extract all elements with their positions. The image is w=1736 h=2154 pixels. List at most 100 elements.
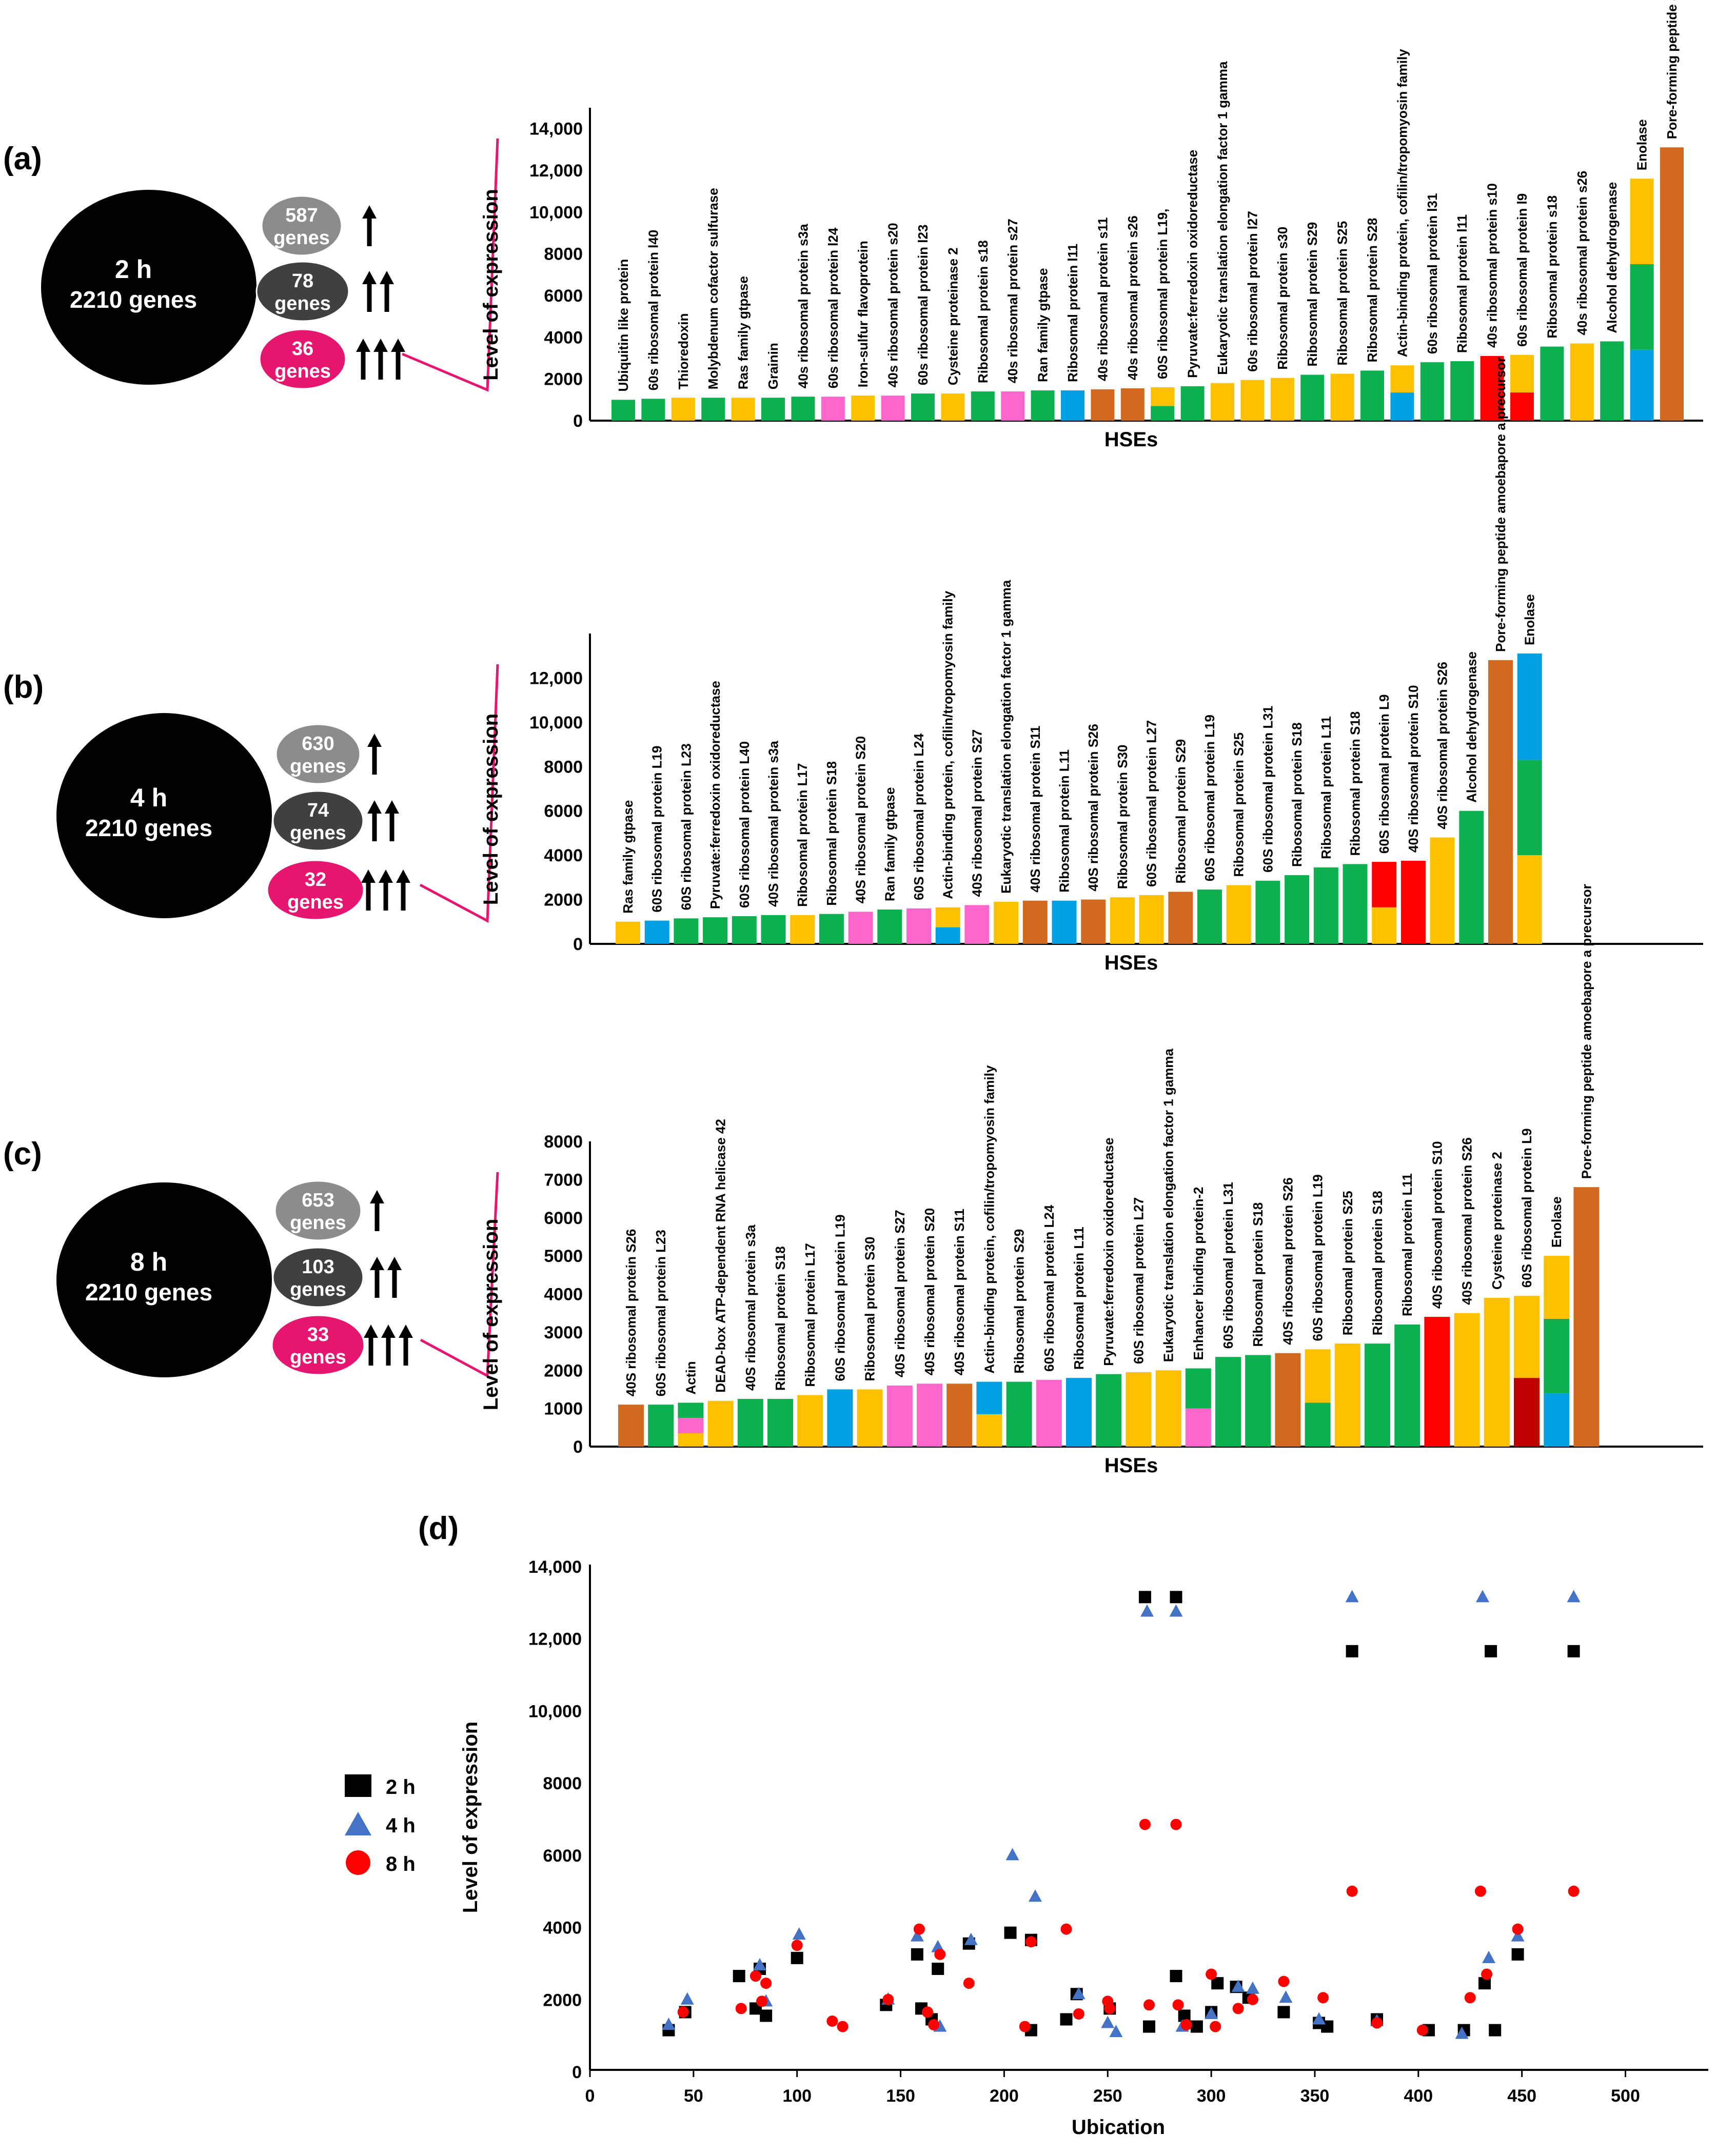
bar: Ribosomal protein s30	[1270, 227, 1294, 421]
bar-segment	[703, 917, 728, 944]
data-point	[1143, 2020, 1155, 2033]
y-tick-label: 2000	[544, 891, 583, 910]
data-point	[1104, 2003, 1116, 2014]
bar-label: 60S ribosomal protein L9	[1376, 694, 1392, 854]
bar-segment	[618, 1405, 644, 1447]
bar-segment	[1211, 383, 1234, 421]
bar-segment	[1285, 875, 1310, 944]
data-point	[1489, 2024, 1502, 2037]
x-tick-label: 500	[1611, 2086, 1640, 2106]
bar-segment	[1168, 892, 1193, 944]
bar-segment	[611, 400, 635, 421]
bar-label: 40S ribosomal protein S26	[1280, 1177, 1295, 1345]
total-genes-ellipse	[41, 190, 257, 385]
bar-segment	[881, 396, 905, 421]
bar: Ribosomal protein S30	[1110, 745, 1135, 944]
data-point	[1317, 1992, 1329, 2004]
bar-label: Ribosomal protein s18	[975, 240, 991, 383]
bar-label: 60S ribosomal protein L27	[1131, 1197, 1146, 1364]
bar: Ran family gtpase	[1031, 268, 1055, 421]
bar-label: 40S ribosomal protein S20	[922, 1208, 937, 1376]
bar: Ribosomal protein L17	[797, 1243, 823, 1447]
bar-label: Pore-forming peptide amoebapore a precur…	[1493, 357, 1508, 652]
data-point	[1345, 1590, 1359, 1603]
total-genes-label: 2210 genes	[85, 1279, 212, 1306]
bar-segment	[761, 915, 786, 944]
y-tick-label: 2000	[544, 370, 583, 389]
legend-label: 8 h	[386, 1853, 416, 1875]
bar-label: Ribosomal protein S30	[862, 1237, 878, 1381]
group-count: 36	[292, 338, 313, 360]
bar: Actin-binding protein, cofilin/tropomyos…	[935, 590, 960, 944]
x-axis-title: Ubication	[1072, 2116, 1165, 2139]
data-point	[837, 2021, 849, 2032]
bar: Ribosomal protein S30	[857, 1237, 883, 1447]
y-tick-label: 12,000	[529, 161, 583, 181]
up-arrow-icon	[362, 205, 377, 219]
bar: 60s ribosomal protein l24	[821, 227, 845, 421]
bar: Pore-forming peptide amoebapore a precur…	[1488, 357, 1513, 944]
bar-segment	[819, 914, 844, 944]
y-tick-label: 5000	[544, 1247, 583, 1266]
bar: 40S ribosomal protein S26	[618, 1229, 644, 1447]
bar-label: Ribosomal protein S18	[824, 761, 839, 906]
bar-segment	[1544, 1256, 1570, 1319]
group-ellipse	[271, 1314, 365, 1376]
bar-segment	[1420, 362, 1444, 421]
bar-label: 60s ribosomal protein l23	[915, 225, 931, 386]
bar-label: 40S ribosomal protein S11	[952, 1209, 967, 1375]
bar: Ribosomal protein S18	[767, 1246, 793, 1447]
x-tick-label: 0	[585, 2086, 595, 2106]
bar-segment	[1215, 1357, 1241, 1447]
bar-segment	[1544, 1318, 1570, 1393]
legend-triangle-icon	[345, 1812, 371, 1835]
bar: Ribosomal protein S25	[1330, 221, 1354, 421]
y-tick-label: 8000	[544, 757, 583, 777]
x-tick-label: 400	[1404, 2086, 1433, 2106]
up-arrow-icon	[373, 339, 388, 352]
bar-chart: 0 2000 4000 6000 8000 10,000 12,000 14,000 Level…	[480, 0, 1703, 451]
bar-label: Ribosomal protein S18	[1348, 712, 1363, 856]
bar-label: Ribosomal protein S29	[1012, 1229, 1027, 1374]
bar-label: Ribosomal protein L11	[1318, 716, 1334, 859]
bar: Ras family gtpase	[731, 276, 755, 421]
up-arrow-icon	[370, 1190, 384, 1203]
bar: 40S ribosomal protein S26	[1454, 1137, 1480, 1447]
bar-segment	[767, 1399, 793, 1447]
bar-label: Ribosomal protein S25	[1340, 1191, 1355, 1335]
up-arrow-icon	[361, 869, 376, 883]
bar-label: Ribosomal protein s18	[1544, 195, 1560, 339]
data-point	[1464, 1992, 1476, 2004]
bar: 60S ribosomal protein L27	[1126, 1197, 1152, 1447]
bar-label: 40s ribosomal protein s3a	[795, 224, 811, 388]
bar-segment	[1061, 390, 1084, 421]
y-tick-label: 12,000	[529, 668, 583, 688]
data-point	[1568, 1885, 1580, 1897]
bar: Ribosomal protein S29	[1006, 1229, 1032, 1447]
up-arrow-icon	[380, 271, 394, 284]
data-point	[1143, 1999, 1155, 2011]
time-label: 8 h	[130, 1248, 167, 1276]
bar-segment	[1110, 897, 1135, 944]
y-tick-label: 6000	[544, 1209, 583, 1228]
bar-label: 40S ribosomal protein S26	[1435, 662, 1450, 829]
bar-label: 60S ribosomal protein L19	[649, 746, 665, 913]
group-ellipse	[255, 261, 350, 322]
bar-segment	[1573, 1187, 1600, 1447]
bar-label: Actin-binding protein, cofilin/tropomyos…	[940, 590, 956, 899]
data-point	[922, 2006, 934, 2018]
bar-label: Enhancer binding protein-2	[1191, 1187, 1206, 1360]
bar-label: Ran family gtpase	[1035, 268, 1051, 383]
bar-segment	[941, 393, 965, 421]
y-tick-label: 4000	[543, 1919, 582, 1938]
bar-label: Actin-binding protein, cofilin/tropomyos…	[1394, 49, 1410, 357]
bar-segment	[678, 1402, 704, 1418]
bar: Pyruvate:ferredoxin oxidoreductase	[1180, 150, 1205, 421]
data-point	[1101, 2015, 1115, 2028]
bar-label: Ribosomal protein L11	[1071, 1227, 1087, 1370]
x-tick-label: 450	[1507, 2086, 1536, 2106]
data-point	[1485, 1645, 1497, 1657]
data-point	[1346, 1885, 1358, 1897]
bar-segment	[1544, 1393, 1570, 1447]
